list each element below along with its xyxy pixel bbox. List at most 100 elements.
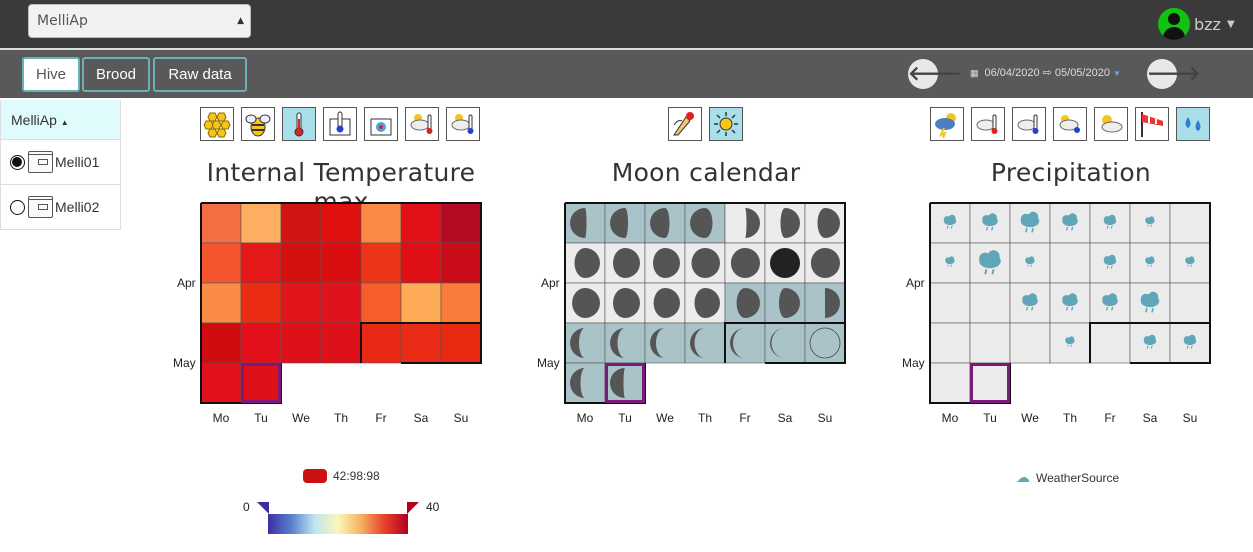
x-label-we: We: [656, 411, 674, 425]
heatmap-cell[interactable]: [440, 282, 482, 324]
radio-unselected-icon[interactable]: [10, 199, 25, 215]
heatmap-cell[interactable]: [240, 282, 282, 324]
heatmap-cell[interactable]: [320, 322, 362, 364]
heatmap-cell[interactable]: [360, 202, 402, 244]
precip-cell[interactable]: [929, 282, 971, 324]
storm-icon[interactable]: [930, 107, 964, 141]
x-label-su: Su: [817, 411, 833, 425]
heatmap-cell[interactable]: [400, 242, 442, 284]
heatmap-cell[interactable]: [440, 202, 482, 244]
heatmap-cell[interactable]: [360, 242, 402, 284]
today-highlight: [605, 363, 645, 403]
moon-calendar-heatmap: [564, 202, 846, 404]
bee-icon[interactable]: [241, 107, 275, 141]
x-label-th: Th: [333, 411, 348, 425]
radio-selected-icon[interactable]: [10, 154, 25, 170]
thermometer-icon[interactable]: [282, 107, 316, 141]
today-highlight: [241, 363, 281, 403]
apiary-select[interactable]: MelliAp ▲: [28, 4, 251, 38]
sun-moon-icon[interactable]: [709, 107, 743, 141]
precip-cell[interactable]: [1169, 282, 1211, 324]
next-period-button[interactable]: 🡒: [1147, 59, 1201, 89]
previous-period-button[interactable]: 🡐: [908, 59, 962, 89]
precip-cell[interactable]: [969, 282, 1011, 324]
heatmap-cell[interactable]: [240, 202, 282, 244]
hive-temperature-icon[interactable]: [364, 107, 398, 141]
rain-cloud-icon: ☁: [1016, 469, 1030, 485]
weather-temperature-cold-icon[interactable]: [446, 107, 480, 141]
heatmap-cell[interactable]: [400, 202, 442, 244]
rain-cloud-icon: [1103, 254, 1117, 269]
sidebar-item-label: Melli01: [55, 154, 100, 170]
sidebar-header[interactable]: MelliAp ▲: [1, 100, 120, 140]
date-range-picker[interactable]: ▦ 06/04/2020 ⇨ 05/05/2020 ▼: [970, 66, 1121, 79]
moon-phase-icon: [770, 248, 800, 278]
month-boundary: [1089, 322, 1210, 363]
windsock-icon[interactable]: [1135, 107, 1169, 141]
alert-icon[interactable]: [668, 107, 702, 141]
heatmap-cell[interactable]: [320, 242, 362, 284]
precip-cell[interactable]: [1049, 242, 1091, 284]
heatmap-cell[interactable]: [240, 362, 282, 404]
rain-cloud-icon: [1065, 336, 1075, 347]
hive-thermometer-icon[interactable]: [323, 107, 357, 141]
precip-cell[interactable]: [1009, 322, 1051, 364]
heatmap-cell[interactable]: [200, 202, 242, 244]
heatmap-cell[interactable]: [320, 202, 362, 244]
heatmap-cell[interactable]: [200, 322, 242, 364]
moon-phase-icon: [809, 327, 841, 359]
x-label-fr: Fr: [375, 411, 387, 425]
x-label-th: Th: [1062, 411, 1077, 425]
heatmap-cell[interactable]: [440, 322, 482, 364]
scale-max-label: 40: [426, 500, 440, 514]
moon-phase-icon: [653, 288, 680, 318]
toolbar: Hive Brood Raw data 🡐 ▦ 06/04/2020 ⇨ 05/0…: [0, 50, 1253, 98]
color-scale-bar: [268, 514, 408, 534]
precip-cell[interactable]: [1169, 202, 1211, 244]
heatmap-cell[interactable]: [240, 242, 282, 284]
rain-cloud-icon: [1183, 334, 1197, 349]
scale-min-handle[interactable]: [257, 502, 269, 514]
heatmap-cell[interactable]: [240, 322, 282, 364]
heatmap-cell[interactable]: [400, 322, 442, 364]
sunny-cloudy-icon[interactable]: [1094, 107, 1128, 141]
heatmap-cell[interactable]: [280, 322, 322, 364]
sidebar-item-melli01[interactable]: Melli01: [1, 140, 120, 185]
heatmap-cell[interactable]: [280, 202, 322, 244]
moon-cell[interactable]: [764, 322, 806, 364]
tab-brood[interactable]: Brood: [82, 57, 150, 92]
precipitation-legend[interactable]: ☁ WeatherSource: [1016, 469, 1119, 486]
scale-max-handle[interactable]: [407, 502, 419, 514]
heatmap-cell[interactable]: [200, 242, 242, 284]
water-drops-icon[interactable]: [1176, 107, 1210, 141]
moon-cell[interactable]: [804, 322, 846, 364]
precip-cell[interactable]: [929, 322, 971, 364]
precip-cell[interactable]: [1089, 322, 1131, 364]
y-label-apr: Apr: [177, 276, 196, 290]
precip-cell[interactable]: [969, 322, 1011, 364]
tab-hive[interactable]: Hive: [22, 57, 80, 92]
heatmap-cell[interactable]: [320, 282, 362, 324]
tab-raw-data[interactable]: Raw data: [153, 57, 247, 92]
user-menu[interactable]: bzz ▼: [1158, 8, 1235, 40]
honeycomb-icon[interactable]: [200, 107, 234, 141]
temperature-legend[interactable]: 42:98:98: [303, 469, 380, 483]
heatmap-cell[interactable]: [280, 242, 322, 284]
weather-temperature-icon[interactable]: [405, 107, 439, 141]
weather-thermometer-icon[interactable]: [971, 107, 1005, 141]
x-label-mo: Mo: [941, 411, 959, 425]
heatmap-cell[interactable]: [280, 282, 322, 324]
precipitation-heatmap: [929, 202, 1211, 404]
heatmap-cell[interactable]: [400, 282, 442, 324]
rain-cloud-icon: [1022, 293, 1038, 311]
heatmap-cell[interactable]: [200, 282, 242, 324]
precip-cell[interactable]: [969, 362, 1011, 404]
snow-weather-icon[interactable]: [1053, 107, 1087, 141]
weather-cold-icon[interactable]: [1012, 107, 1046, 141]
precip-cell[interactable]: [929, 362, 971, 404]
heatmap-cell[interactable]: [360, 322, 402, 364]
heatmap-cell[interactable]: [440, 242, 482, 284]
heatmap-cell[interactable]: [200, 362, 242, 404]
sidebar-item-melli02[interactable]: Melli02: [1, 185, 120, 230]
heatmap-cell[interactable]: [360, 282, 402, 324]
